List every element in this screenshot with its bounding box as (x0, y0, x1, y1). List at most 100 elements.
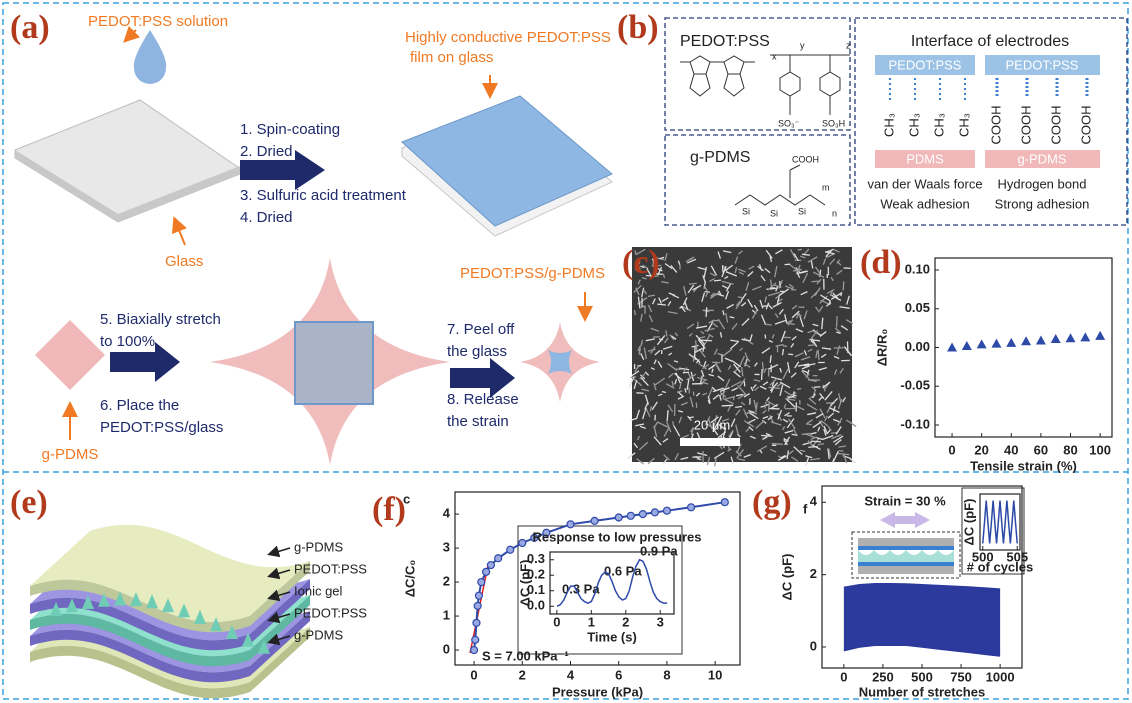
sem-ridge (650, 346, 656, 354)
annotation: 0.9 Pa (640, 543, 678, 558)
sem-ridge (810, 440, 821, 443)
data-point (1021, 336, 1032, 346)
scale-bar (680, 438, 740, 446)
sem-ridge (733, 363, 741, 373)
sem-ridge (741, 367, 744, 377)
sem-ridge (822, 435, 834, 440)
gel-pyramid (98, 592, 110, 607)
gel-pyramid (114, 591, 126, 606)
data-point (1006, 337, 1017, 347)
sem-ridge (653, 425, 658, 438)
sem-ridge (686, 378, 690, 391)
sem-ridge (807, 344, 816, 347)
sem-ridge (800, 370, 810, 380)
sem-ridge (771, 442, 783, 445)
sem-ridge (634, 366, 639, 373)
sem-ridge (671, 381, 674, 387)
sem-ridge (827, 412, 835, 419)
panel-label: (d) (860, 244, 902, 281)
sem-ridge (682, 371, 690, 374)
sem-ridge (788, 283, 795, 289)
sem-ridge (698, 362, 707, 370)
panel-b-art (664, 17, 1128, 226)
x-tick-label: 500 (972, 549, 994, 564)
atom-label: n (832, 208, 837, 218)
sem-ridge (636, 458, 645, 465)
sem-ridge (717, 375, 725, 382)
data-point (471, 635, 480, 644)
sem-ridge (807, 440, 813, 446)
group-label: COOH (1018, 106, 1033, 145)
sem-ridge (807, 329, 815, 334)
sem-ridge (707, 364, 716, 371)
layer-front (30, 629, 250, 683)
sem-ridge (778, 308, 784, 315)
sem-ridge (653, 359, 657, 365)
caption: Hydrogen bond (998, 176, 1087, 191)
sem-ridge (688, 332, 693, 337)
sem-ridge (649, 406, 653, 412)
sem-ridge (780, 330, 786, 343)
step: 7. Peel off (447, 321, 515, 338)
sem-ridge (768, 339, 773, 343)
sem-ridge (764, 323, 772, 326)
step: 6. Place the (100, 397, 179, 414)
x-tick-label: 4 (567, 667, 575, 682)
sem-ridge (674, 332, 679, 337)
sem-ridge (735, 450, 742, 457)
sem-ridge (832, 450, 839, 462)
data-point (961, 340, 972, 350)
sem-ridge (647, 304, 653, 313)
y-tick-label: 1 (443, 607, 450, 622)
sem-ridge (777, 409, 783, 420)
sem-ridge (807, 256, 818, 263)
x-tick-label: 750 (950, 669, 972, 684)
bar-label: PEDOT:PSS (889, 57, 962, 72)
gel-pyramid (146, 594, 158, 609)
sem-ridge (746, 357, 751, 362)
sem-ridge (799, 449, 806, 453)
layer (858, 566, 954, 574)
sem-ridge (675, 372, 681, 384)
sem-ridge (833, 355, 840, 360)
sem-ridge (732, 395, 735, 401)
strain-box (851, 531, 961, 579)
sem-ridge (829, 290, 833, 296)
sem-ridge (791, 335, 797, 341)
sem-ridge (635, 261, 641, 271)
sem-ridge (734, 267, 738, 274)
sem-ridge (657, 421, 669, 428)
sem-ridge (713, 458, 717, 467)
sem-ridge (777, 412, 783, 422)
x-tick-label: 1000 (986, 669, 1015, 684)
sem-ridge (803, 350, 808, 356)
sem-ridge (823, 428, 827, 436)
sem-ridge (845, 319, 854, 325)
sem-ridge (762, 415, 769, 420)
sem-ridge (830, 397, 839, 407)
sem-ridge (719, 387, 730, 392)
sem-ridge (725, 312, 729, 323)
data-line (982, 500, 1018, 544)
data-point (662, 506, 672, 515)
sem-ridge (656, 335, 666, 346)
sem-ridge (762, 381, 769, 386)
sem-ridge (767, 415, 773, 421)
sem-ridge (740, 355, 746, 365)
sem-ridge (637, 279, 641, 285)
data-line (556, 558, 668, 607)
sem-ridge (671, 335, 677, 340)
sem-ridge (654, 377, 666, 386)
sem-ridge (786, 320, 792, 324)
sem-ridge (735, 300, 743, 310)
sem-ridge (818, 420, 824, 428)
sem-ridge (635, 409, 641, 420)
process-arrow (450, 358, 515, 398)
x-tick-label: 250 (872, 669, 894, 684)
sem-ridge (694, 347, 703, 354)
sem-ridge (698, 348, 706, 358)
y-tick-label: 4 (810, 494, 818, 509)
sem-ridge (787, 319, 794, 326)
sem-ridge (662, 273, 666, 279)
sem-ridge (818, 305, 824, 313)
